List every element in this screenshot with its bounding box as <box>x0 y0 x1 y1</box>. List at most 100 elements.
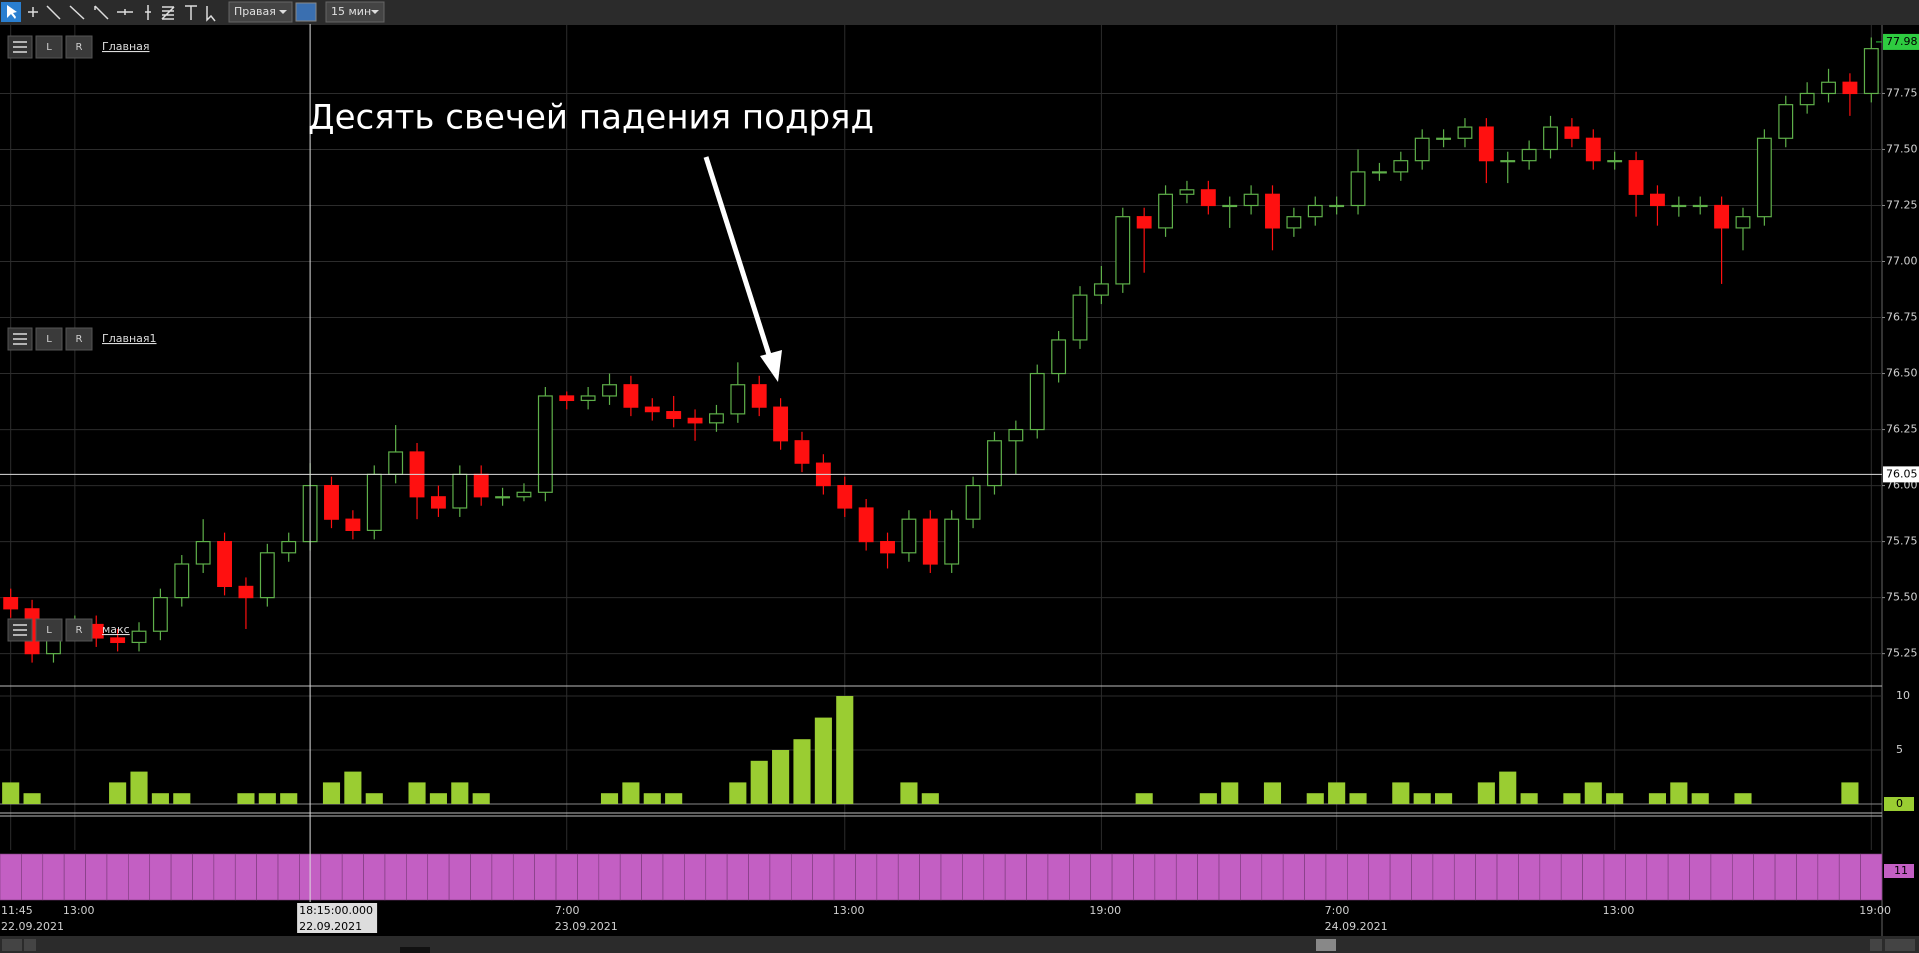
indicator-bar <box>448 853 471 901</box>
indicator-bar <box>1774 853 1797 901</box>
tool-hline[interactable] <box>117 9 133 15</box>
indicator-bar <box>128 853 151 901</box>
scrollbar <box>0 936 1919 953</box>
scroll-right[interactable] <box>1870 939 1882 951</box>
tool-text[interactable] <box>185 5 197 20</box>
y-tick-label: 77.25 <box>1886 198 1918 211</box>
button[interactable] <box>65 35 93 59</box>
scroll-left-fast[interactable] <box>2 939 22 951</box>
indicator-bar <box>106 853 129 901</box>
tool-pointer[interactable] <box>206 6 216 22</box>
indicator-bar <box>855 853 878 901</box>
y-tick-label: 76.75 <box>1886 311 1918 324</box>
candle-body <box>1136 216 1152 229</box>
button[interactable] <box>35 618 63 642</box>
tool-vline[interactable] <box>145 5 151 20</box>
volume-bar <box>1435 793 1453 805</box>
candle-body <box>1115 216 1131 285</box>
candle-body <box>1093 283 1109 296</box>
button[interactable] <box>35 35 63 59</box>
indicator-bar <box>983 853 1006 901</box>
indicator-bar <box>1047 853 1070 901</box>
panel-name[interactable]: Главная <box>102 40 150 53</box>
candle-body <box>1072 294 1088 341</box>
button[interactable] <box>35 327 63 351</box>
indicator-bar <box>192 853 215 901</box>
volume-bar <box>1584 782 1602 805</box>
x-tick-label: 7:00 <box>1325 904 1350 917</box>
indicator-bar <box>919 853 942 901</box>
volume-bar <box>814 717 832 805</box>
button[interactable] <box>65 327 93 351</box>
candle-body <box>1628 160 1644 195</box>
volume-bar <box>900 782 918 805</box>
candle-body <box>623 384 639 408</box>
indicator-label-bg <box>1884 864 1914 878</box>
scroll-left[interactable] <box>24 939 36 951</box>
indicator-bar <box>684 853 707 901</box>
candle-body <box>195 540 211 565</box>
tool-segment[interactable] <box>94 5 109 20</box>
candle-body <box>1200 189 1216 207</box>
indicator-bar <box>1710 853 1733 901</box>
indicator-bar <box>1069 853 1092 901</box>
panel-name[interactable]: макс <box>102 623 130 636</box>
tool-ray[interactable] <box>69 5 85 20</box>
indicator-bar <box>1411 853 1434 901</box>
indicator-bar <box>1560 853 1583 901</box>
indicator-bar <box>0 853 22 901</box>
interval-select[interactable] <box>325 1 385 23</box>
indicator-bar <box>1753 853 1776 901</box>
crosshair-time: 18:15:00.000 <box>299 904 373 917</box>
indicator-bar <box>149 853 172 901</box>
indicator-bar <box>962 853 985 901</box>
candle-body <box>1414 137 1430 162</box>
indicator-bar <box>1347 853 1370 901</box>
volume-bar <box>1328 782 1346 805</box>
candle-body <box>944 518 960 565</box>
candle-body <box>1286 216 1302 229</box>
tool-fib[interactable] <box>161 6 175 20</box>
scroll-right-fast[interactable] <box>1885 939 1915 951</box>
panel-header: L R Главная <box>7 35 150 59</box>
y-tick-label: 0 <box>1896 797 1903 810</box>
volume-bar <box>1221 782 1239 805</box>
candle-body <box>1543 126 1558 151</box>
indicator-bar <box>1582 853 1605 901</box>
color-picker[interactable] <box>295 2 317 22</box>
indicator-bar <box>1496 853 1519 901</box>
candle-body <box>1457 126 1473 139</box>
indicator-bar <box>491 853 514 901</box>
candle-body <box>452 473 468 509</box>
mode-select[interactable] <box>228 1 293 23</box>
candle-body <box>345 518 361 531</box>
volume-bar <box>23 793 41 805</box>
volume-bar <box>793 739 811 805</box>
indicator-bar <box>1518 853 1541 901</box>
candle-body <box>1478 126 1494 162</box>
volume-bar <box>1349 793 1367 805</box>
volume-bar <box>280 793 298 805</box>
indicator-bar <box>1090 853 1113 901</box>
volume-bar <box>1563 793 1581 805</box>
indicator-bar <box>833 853 856 901</box>
scroll-thumb[interactable] <box>1316 939 1336 951</box>
tool-line[interactable] <box>46 5 61 20</box>
x-date-label: 22.09.2021 <box>1 920 64 933</box>
panel-name[interactable]: Главная1 <box>102 332 157 345</box>
indicator-bar <box>897 853 920 901</box>
candle-body <box>773 406 789 442</box>
tool-cross[interactable] <box>28 7 38 17</box>
candle-body <box>110 637 126 644</box>
x-tick-label: 19:00 <box>1859 904 1891 917</box>
candle-body <box>1821 81 1836 95</box>
button[interactable] <box>65 618 93 642</box>
indicator-bar <box>213 853 236 901</box>
tool-icons <box>28 5 216 22</box>
volume-bar <box>130 771 148 805</box>
volume-bar <box>750 760 768 805</box>
indicator-bar <box>1111 853 1134 901</box>
x-date-label: 23.09.2021 <box>555 920 618 933</box>
candle-body <box>751 384 767 408</box>
